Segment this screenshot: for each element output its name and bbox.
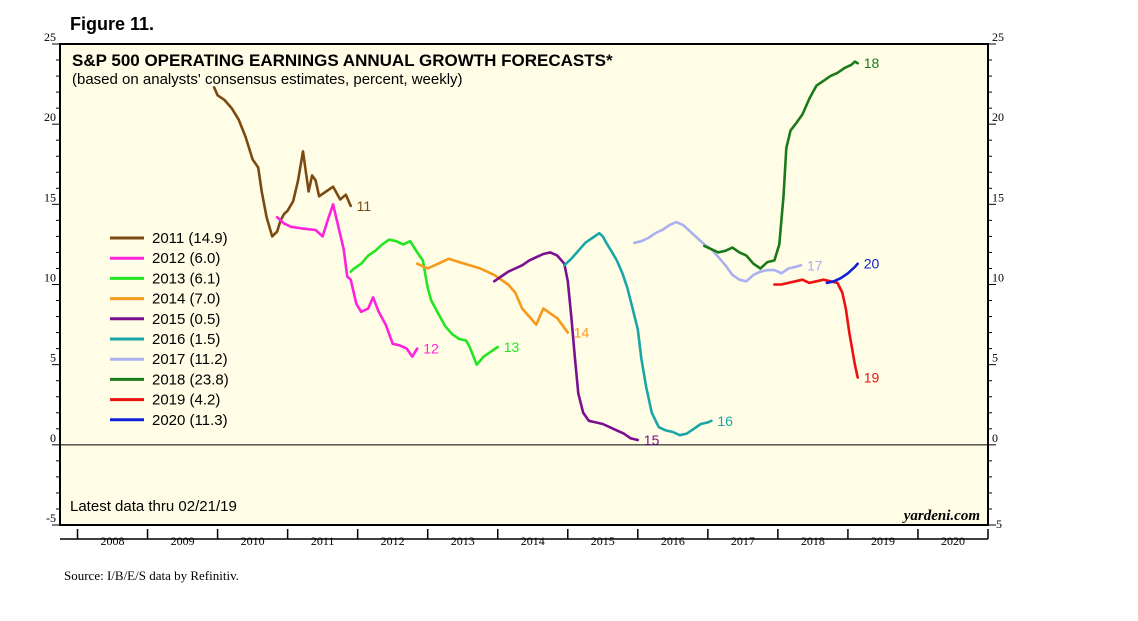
latest-data-note: Latest data thru 02/21/19	[70, 498, 237, 515]
legend-entry: 2017 (11.2)	[152, 351, 228, 368]
x-tick-label: 2017	[731, 534, 755, 548]
x-tick-label: 2010	[241, 534, 265, 548]
legend-entry: 2013 (6.1)	[152, 270, 220, 287]
y-tick-label-right: 10	[992, 271, 1004, 285]
series-layer: 11 12 13 14 15 16 17 18 19 20	[212, 55, 880, 448]
y-tick-label-right: 0	[992, 431, 998, 445]
y-tick-label-right: 20	[992, 110, 1004, 124]
legend-entry: 2014 (7.0)	[152, 291, 220, 308]
legend-entry: 2018 (23.8)	[152, 371, 229, 388]
series-end-label: 16	[717, 413, 733, 429]
y-tick-label-left: 5	[50, 351, 56, 365]
legend-entry: 2011 (14.9)	[152, 230, 228, 247]
y-tick-label-right: -5	[992, 517, 1002, 531]
y-tick-label-right: 5	[992, 351, 998, 365]
series-end-label: 11	[357, 198, 372, 214]
series-end-label: 19	[864, 369, 880, 385]
x-tick-label: 2011	[311, 534, 335, 548]
series-line	[349, 238, 500, 367]
x-tick-label: 2018	[801, 534, 825, 548]
yardeni-brand: yardeni.com	[902, 508, 980, 524]
y-tick-label-left: 10	[44, 271, 56, 285]
x-tick-label: 2016	[661, 534, 685, 548]
legend-entry: 2020 (11.3)	[152, 412, 228, 429]
series-line	[415, 257, 570, 334]
y-tick-label-right: 25	[992, 30, 1004, 44]
series-line	[275, 203, 419, 358]
x-tick-label: 2013	[451, 534, 475, 548]
series-line	[773, 278, 860, 379]
legend-entry: 2016 (1.5)	[152, 331, 220, 348]
x-tick-label: 2019	[871, 534, 895, 548]
series-end-label: 14	[574, 325, 590, 341]
x-tick-label: 2020	[941, 534, 965, 548]
series-end-label: 17	[807, 257, 823, 273]
series-line	[702, 60, 860, 270]
legend-entry: 2019 (4.2)	[152, 392, 220, 409]
chart-subtitle: (based on analysts' consensus estimates,…	[72, 71, 463, 88]
series-end-label: 13	[504, 339, 520, 355]
x-tick-label: 2009	[171, 534, 195, 548]
series-line	[825, 262, 860, 285]
y-tick-label-left: 25	[44, 30, 56, 44]
series-line	[492, 251, 640, 442]
y-tick-label-left: 20	[44, 110, 56, 124]
x-tick-label: 2014	[521, 534, 545, 548]
legend-entry: 2015 (0.5)	[152, 311, 220, 328]
series-line	[212, 86, 353, 238]
y-tick-label-left: 15	[44, 190, 56, 204]
y-tick-label-left: 0	[50, 431, 56, 445]
y-tick-label-right: 15	[992, 190, 1004, 204]
series-line	[632, 220, 803, 283]
source-note: Source: I/B/E/S data by Refinitiv.	[64, 568, 239, 583]
x-tick-label: 2012	[381, 534, 405, 548]
series-end-label: 18	[864, 55, 880, 71]
x-tick-label: 2015	[591, 534, 615, 548]
y-tick-label-left: -5	[46, 511, 56, 525]
series-end-label: 12	[423, 341, 439, 357]
chart-title: S&P 500 OPERATING EARNINGS ANNUAL GROWTH…	[72, 51, 613, 70]
x-tick-label: 2008	[101, 534, 125, 548]
series-line	[562, 231, 713, 437]
legend-entry: 2012 (6.0)	[152, 250, 220, 267]
series-end-label: 20	[864, 256, 880, 272]
series-end-label: 15	[644, 432, 660, 448]
legend: 2011 (14.9) 2012 (6.0) 2013 (6.1) 2014 (7.0…	[110, 230, 229, 429]
figure-label: Figure 11.	[70, 14, 154, 34]
